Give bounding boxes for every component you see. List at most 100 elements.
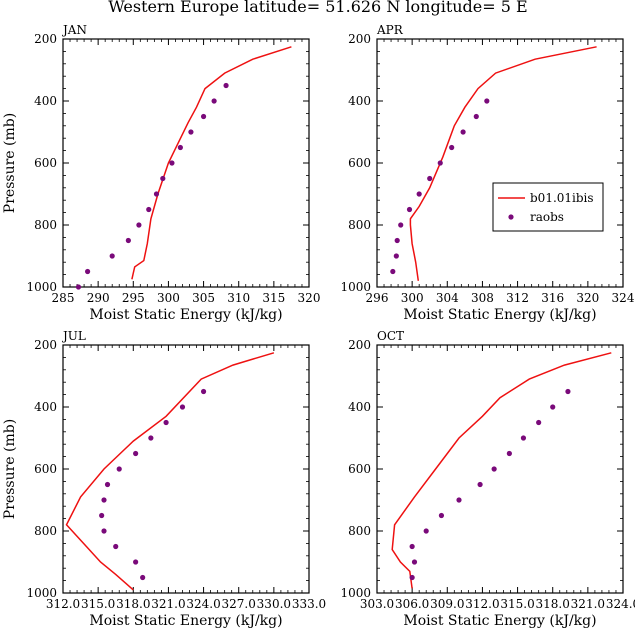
raobs-point: [146, 206, 152, 213]
x-tick-label: 320: [298, 291, 321, 305]
raobs-point: [406, 206, 413, 213]
x-tick-label: 324: [612, 291, 635, 305]
raobs-point: [398, 222, 404, 228]
y-tick-label: 800: [348, 524, 371, 538]
x-tick-label: 315.0: [81, 597, 115, 611]
raobs-point: [409, 543, 415, 550]
x-tick-label: 305: [192, 291, 215, 305]
raobs-point: [393, 253, 399, 259]
x-tick-label: 315.0: [500, 597, 534, 611]
raobs-point: [133, 450, 139, 457]
raobs-point: [116, 466, 122, 472]
panel-label: JUL: [61, 329, 86, 343]
raobs-point: [506, 450, 512, 457]
raobs-point: [456, 497, 462, 503]
x-tick-label: 295: [122, 291, 145, 305]
raobs-point: [477, 481, 483, 488]
y-tick-label: 600: [34, 156, 57, 170]
x-tick-label: 296: [366, 291, 389, 305]
panel-jul: JUL 312.0 315.0 318.0 321.0 324.0 327.0 330.0 33…: [2, 329, 326, 629]
x-tick-label: 300: [157, 291, 180, 305]
raobs-point: [133, 559, 139, 565]
x-axis-label: Moist Static Energy (kJ/kg): [89, 307, 282, 323]
legend: b01.01ibis raobs: [492, 182, 604, 232]
raobs-point: [99, 512, 105, 519]
x-tick-label: 316: [541, 291, 564, 305]
model-profile-line: [65, 352, 275, 591]
y-tick-label: 1000: [26, 280, 57, 294]
legend-point-swatch: [508, 214, 514, 220]
x-tick-label: 318.0: [536, 597, 570, 611]
y-tick-label: 800: [34, 218, 57, 232]
raobs-point: [148, 435, 154, 441]
raobs-point: [109, 253, 115, 259]
y-tick-label: 600: [348, 156, 371, 170]
raobs-point: [200, 388, 207, 395]
raobs-point: [223, 82, 229, 89]
x-tick-label: 290: [87, 291, 110, 305]
raobs-point: [85, 268, 91, 275]
y-tick-label: 1000: [340, 280, 371, 294]
x-tick-label: 303.0: [360, 597, 394, 611]
raobs-point: [163, 419, 169, 426]
y-tick-label: 400: [34, 94, 57, 108]
raobs-point: [394, 237, 400, 244]
raobs-point: [491, 466, 497, 472]
x-tick-label: 321.0: [151, 597, 185, 611]
x-tick-label: 306.0: [395, 597, 429, 611]
x-tick-label: 304: [436, 291, 459, 305]
raobs-point: [179, 404, 186, 410]
x-tick-label: 324.0: [186, 597, 220, 611]
y-tick-label: 800: [34, 524, 57, 538]
x-tick-label: 300: [401, 291, 424, 305]
x-tick-label: 333.0: [292, 597, 326, 611]
x-tick-label: 312.0: [465, 597, 499, 611]
raobs-point: [188, 129, 194, 135]
model-profile-line: [131, 46, 292, 280]
raobs-point: [200, 113, 207, 120]
y-tick-label: 800: [348, 218, 371, 232]
raobs-point: [101, 497, 107, 503]
x-tick-label: 320: [576, 291, 599, 305]
y-tick-label: 200: [34, 338, 57, 352]
legend-box: [492, 182, 604, 232]
x-tick-label: 312.0: [46, 597, 80, 611]
x-tick-label: 315: [262, 291, 285, 305]
x-tick-label: 330.0: [257, 597, 291, 611]
raobs-point: [211, 98, 217, 104]
raobs-point: [520, 435, 527, 441]
raobs-point: [160, 175, 166, 182]
raobs-point: [484, 98, 490, 104]
raobs-point: [140, 574, 146, 581]
plot-frame: [376, 344, 624, 594]
raobs-point: [409, 574, 415, 581]
panel-label: OCT: [377, 329, 404, 343]
raobs-point: [550, 404, 556, 410]
panel-apr: APR 296 300 304 308 312 316 320 324 200 400 600 800 1…: [340, 23, 634, 323]
raobs-point: [423, 528, 429, 534]
x-tick-label: 285: [52, 291, 75, 305]
y-tick-label: 400: [348, 94, 371, 108]
y-tick-label: 200: [348, 338, 371, 352]
x-axis-label: Moist Static Energy (kJ/kg): [403, 307, 596, 323]
panel-oct: OCT 303.0 306.0 309.0 312.0 315.0 318.0 321.0 32…: [340, 329, 635, 629]
raobs-point: [136, 222, 142, 228]
plot-frame: [62, 344, 310, 594]
raobs-point: [427, 175, 433, 182]
raobs-point: [104, 481, 111, 488]
raobs-point: [390, 268, 396, 275]
y-tick-label: 200: [348, 32, 371, 46]
raobs-point: [460, 129, 466, 135]
model-profile-line: [409, 46, 597, 281]
raobs-point: [473, 113, 479, 120]
y-tick-label: 400: [34, 400, 57, 414]
x-tick-label: 321.0: [571, 597, 605, 611]
raobs-point: [125, 237, 131, 244]
y-tick-label: 600: [348, 462, 371, 476]
y-tick-label: 600: [34, 462, 57, 476]
raobs-point: [101, 528, 107, 534]
x-axis-label: Moist Static Energy (kJ/kg): [89, 613, 282, 629]
legend-label-model: b01.01ibis: [530, 191, 594, 205]
y-tick-label: 200: [34, 32, 57, 46]
